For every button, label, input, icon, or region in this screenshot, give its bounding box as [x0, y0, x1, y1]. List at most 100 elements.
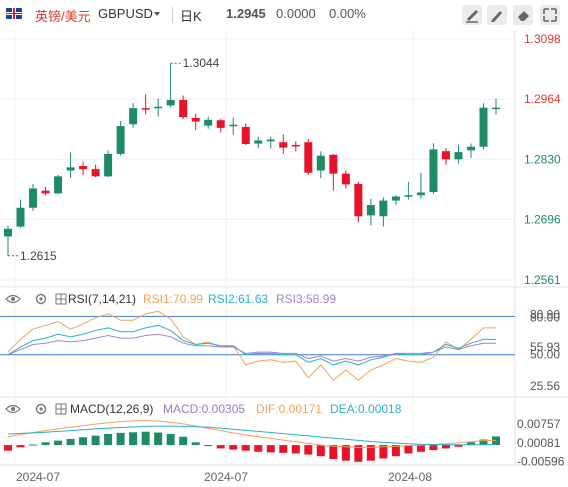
candle-body[interactable] — [441, 151, 450, 160]
candle-body[interactable] — [166, 100, 175, 106]
change-value: 0.0000 — [276, 6, 316, 21]
draw-tool-button[interactable] — [462, 5, 482, 25]
candle-body[interactable] — [366, 205, 375, 216]
chevron-down-icon[interactable] — [154, 12, 160, 16]
macd-histogram-bar — [141, 431, 150, 446]
macd-histogram-bar — [66, 438, 75, 446]
macd-header: MACD(12,26,9) MACD:0.00305 DIF:0.00171 D… — [5, 402, 402, 416]
gear-icon[interactable] — [35, 293, 47, 305]
rsi-line-3 — [7, 333, 496, 362]
rsi-tick-label: 50.00 — [530, 348, 560, 362]
macd-title: MACD(12,26,9) — [70, 402, 153, 416]
candle-body[interactable] — [391, 196, 400, 201]
low-annotation: 1.2615 — [20, 249, 57, 263]
rsi-tick-label: 25.56 — [530, 379, 560, 393]
edit-button[interactable] — [487, 5, 507, 25]
candle-body[interactable] — [204, 119, 213, 126]
candle-body[interactable] — [229, 124, 238, 127]
candle-body[interactable] — [104, 153, 113, 177]
rsi-line-1 — [7, 310, 496, 381]
eye-icon[interactable] — [5, 404, 21, 414]
macd-histogram-bar — [354, 445, 363, 462]
candle-body[interactable] — [291, 144, 300, 147]
high-annotation: 1.3044 — [183, 56, 220, 70]
macd-histogram-bar — [116, 432, 125, 446]
price-tick-label: 1.3098 — [524, 32, 561, 46]
candle-body[interactable] — [429, 149, 438, 193]
candle-body[interactable] — [116, 126, 125, 154]
expand-icon — [543, 8, 557, 22]
period-selector[interactable]: 日K — [180, 9, 202, 24]
candle-body[interactable] — [79, 166, 88, 170]
macd-histogram-bar — [16, 445, 25, 448]
candle-body[interactable] — [29, 188, 38, 208]
rsi-header: RSI(7,14,21) RSI1:70.99 RSI2:61.63 RSI3:… — [5, 292, 336, 306]
macd-histogram-bar — [279, 445, 288, 453]
macd-histogram-bar — [441, 445, 450, 449]
settings-grid-icon[interactable] — [55, 403, 67, 415]
candle-body[interactable] — [341, 173, 350, 185]
candle-body[interactable] — [16, 207, 25, 227]
chart-header: 英镑/美元 GBPUSD 日K 1.2945 0.0000 0.00% — [0, 0, 568, 30]
macd-tick-label: 0.00081 — [517, 436, 561, 450]
candle-body[interactable] — [241, 126, 250, 145]
date-tick-label: 2024-07 — [16, 470, 60, 484]
candle-body[interactable] — [316, 155, 325, 171]
eraser-icon — [518, 11, 529, 21]
macd-histogram-bar — [216, 445, 225, 449]
pencil-icon — [491, 11, 502, 22]
candle-body[interactable] — [216, 120, 225, 128]
pair-name[interactable]: 英镑/美元 — [35, 9, 91, 24]
change-pct: 0.00% — [329, 6, 366, 21]
macd-histogram-bar — [329, 445, 338, 460]
macd-histogram-bar — [54, 440, 63, 446]
candle-body[interactable] — [404, 195, 413, 197]
macd-histogram-bar — [391, 445, 400, 457]
candle-body[interactable] — [304, 142, 313, 173]
candle-body[interactable] — [279, 142, 288, 148]
candle-body[interactable] — [354, 183, 363, 217]
macd-histogram-bar — [416, 445, 425, 452]
candle-body[interactable] — [379, 200, 388, 217]
candle-body[interactable] — [91, 169, 100, 177]
candle-body[interactable] — [154, 106, 163, 109]
candle-body[interactable] — [479, 107, 488, 147]
candle-body[interactable] — [129, 108, 138, 125]
candle-body[interactable] — [492, 107, 500, 110]
candle-body[interactable] — [179, 100, 188, 118]
candle-body[interactable] — [141, 108, 150, 110]
macd-histogram-bar — [241, 445, 250, 451]
eraser-button[interactable] — [513, 5, 533, 25]
settings-grid-icon[interactable] — [55, 293, 67, 305]
macd-histogram-bar — [91, 435, 100, 446]
candle-body[interactable] — [54, 176, 63, 194]
gear-icon[interactable] — [35, 403, 47, 415]
expand-button[interactable] — [540, 5, 560, 25]
candle-body[interactable] — [254, 140, 263, 144]
dea-line — [7, 425, 497, 446]
candle-body[interactable] — [66, 167, 75, 171]
rsi2-legend: RSI2:61.63 — [208, 292, 268, 306]
candle-body[interactable] — [4, 228, 12, 237]
candle-body[interactable] — [416, 192, 425, 196]
candle-body[interactable] — [329, 154, 338, 174]
candle-body[interactable] — [466, 146, 475, 151]
date-tick-label: 2024-08 — [388, 470, 432, 484]
macd-histogram-bar — [479, 439, 488, 446]
symbol-selector[interactable]: GBPUSD — [98, 6, 153, 21]
macd-histogram-bar — [179, 436, 188, 446]
macd-histogram-bar — [466, 442, 475, 446]
eye-icon[interactable] — [5, 294, 21, 304]
macd-histogram-bar — [266, 445, 275, 453]
macd-histogram-bar — [254, 445, 263, 452]
macd-legend: MACD:0.00305 — [163, 402, 245, 416]
candle-body[interactable] — [454, 152, 463, 160]
candle-body[interactable] — [266, 139, 275, 142]
candle-body[interactable] — [41, 190, 50, 194]
macd-histogram-bar — [366, 445, 375, 461]
macd-histogram-bar — [204, 445, 213, 447]
candle-body[interactable] — [191, 117, 200, 122]
macd-tick-label: 0.00757 — [517, 417, 561, 431]
macd-histogram-bar — [404, 445, 413, 454]
